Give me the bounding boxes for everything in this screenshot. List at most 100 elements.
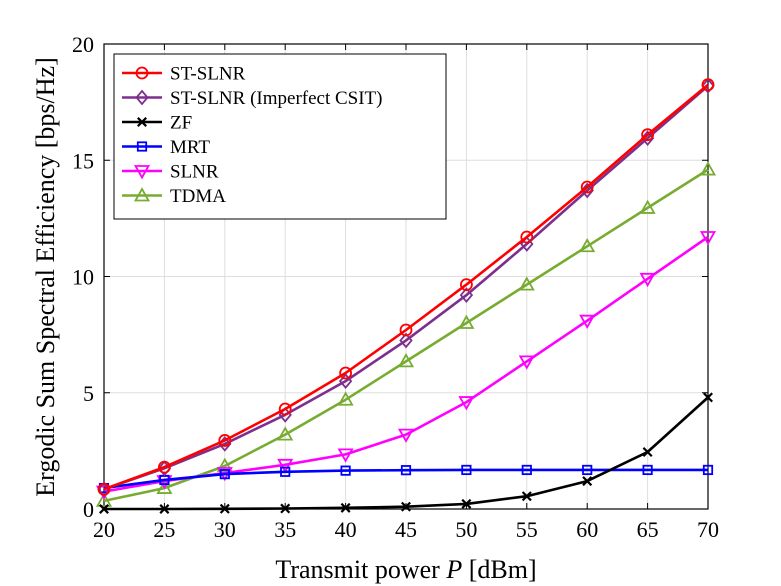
legend-marker <box>137 117 147 127</box>
legend-box <box>113 53 447 220</box>
series-line-tdma <box>103 168 709 503</box>
legend-item-zf: ZF <box>122 113 192 134</box>
data-point-zf <box>461 498 472 509</box>
x-tick-label: 65 <box>637 517 659 542</box>
data-point-st-slnr <box>520 230 534 244</box>
data-point-zf <box>521 491 532 502</box>
data-point-zf <box>99 504 109 514</box>
legend-item-mrt: MRT <box>122 137 210 158</box>
data-point-zf <box>219 503 230 514</box>
data-point-st-slnr <box>218 434 232 447</box>
data-point-tdma <box>579 237 596 253</box>
data-point-mrt <box>521 464 532 476</box>
x-tick-label: 55 <box>516 517 538 542</box>
series-line-mrt <box>103 468 708 490</box>
data-point-st-slnr-imperfect-csit <box>459 287 474 303</box>
data-point-zf <box>159 504 170 514</box>
data-point-mrt <box>702 464 714 476</box>
y-tick-label: 15 <box>72 148 94 173</box>
legend-label: ZF <box>170 113 192 134</box>
data-point-st-slnr-imperfect-csit <box>338 373 353 390</box>
data-point-tdma <box>95 492 113 507</box>
data-point-slnr <box>639 272 656 288</box>
y-tick-label: 0 <box>83 497 94 522</box>
x-tick-label: 60 <box>576 517 598 542</box>
data-point-st-slnr <box>459 278 473 292</box>
data-point-st-slnr-imperfect-csit <box>580 182 594 199</box>
x-tick-label: 50 <box>455 517 477 542</box>
legend-label: SLNR <box>170 162 219 183</box>
legend-label: MRT <box>170 137 210 158</box>
data-point-st-slnr-imperfect-csit <box>399 332 413 349</box>
data-point-st-slnr <box>580 180 594 194</box>
data-point-st-slnr <box>157 460 171 474</box>
data-point-st-slnr <box>97 482 111 496</box>
legend-label: TDMA <box>170 186 226 207</box>
data-point-slnr <box>458 396 475 411</box>
data-point-mrt <box>582 464 593 476</box>
data-point-st-slnr <box>278 402 292 416</box>
data-point-zf <box>401 501 411 512</box>
x-tick-label: 20 <box>93 517 115 542</box>
data-point-st-slnr-imperfect-csit <box>701 77 715 94</box>
data-point-mrt <box>400 465 412 476</box>
series-st-slnr-imperfect-csit <box>97 77 715 498</box>
series-tdma <box>95 161 717 507</box>
y-tick-label: 10 <box>72 265 94 290</box>
legend-item-tdma: TDMA <box>122 186 226 207</box>
legend-item-st-slnr: ST-SLNR <box>122 64 246 85</box>
series-line-st-slnr <box>103 83 709 491</box>
legend: ST-SLNR ST-SLNR (Imperfect CSIT) ZF MRT SLNR… <box>113 53 447 220</box>
data-point-tdma <box>216 457 233 472</box>
axis-ticks: 20 25 30 35 40 45 50 55 60 65 70 0 5 10 15 20 <box>72 32 719 542</box>
series-st-slnr <box>97 78 715 496</box>
legend-label: ST-SLNR <box>170 64 246 85</box>
data-point-st-slnr <box>641 128 654 142</box>
x-tick-label: 25 <box>153 517 175 542</box>
series-line-st-slnr-imperfect-csit <box>103 84 709 491</box>
data-point-zf <box>642 447 653 458</box>
x-tick-label: 45 <box>395 517 417 542</box>
legend-marker <box>133 187 151 202</box>
data-point-st-slnr <box>339 366 353 380</box>
legend-item-st-slnr-imperfect-csit: ST-SLNR (Imperfect CSIT) <box>122 88 383 109</box>
data-point-slnr <box>579 314 596 330</box>
x-axis-label: Transmit power P [dBm] <box>275 555 536 584</box>
data-point-slnr <box>337 448 354 463</box>
data-point-st-slnr-imperfect-csit <box>640 130 655 147</box>
data-point-slnr <box>699 231 717 246</box>
x-tick-label: 35 <box>274 517 296 542</box>
data-point-tdma <box>699 161 717 176</box>
data-point-tdma <box>156 479 173 494</box>
data-point-mrt <box>280 466 291 477</box>
series-zf <box>99 392 713 514</box>
data-point-zf <box>582 476 593 487</box>
data-point-tdma <box>397 353 415 368</box>
data-point-mrt <box>340 465 351 476</box>
data-point-st-slnr <box>701 78 715 92</box>
data-point-tdma <box>518 276 535 291</box>
data-point-tdma <box>458 314 475 329</box>
series-layer <box>95 77 717 514</box>
data-point-tdma <box>337 391 354 406</box>
legend-marker <box>133 165 151 180</box>
data-point-zf <box>280 503 291 514</box>
legend-marker <box>135 89 149 106</box>
x-tick-label: 30 <box>214 517 236 542</box>
data-point-st-slnr <box>399 323 413 337</box>
data-point-slnr <box>277 458 294 474</box>
data-point-tdma <box>277 426 294 441</box>
data-point-mrt <box>219 469 230 480</box>
legend-item-slnr: SLNR <box>122 162 219 183</box>
data-point-tdma <box>639 199 656 214</box>
legend-marker <box>136 141 148 152</box>
legend-label: ST-SLNR (Imperfect CSIT) <box>170 88 383 109</box>
legend-marker <box>135 66 149 80</box>
data-point-mrt <box>461 464 472 476</box>
data-point-slnr <box>397 428 415 443</box>
x-tick-label: 40 <box>335 517 357 542</box>
x-tick-label: 70 <box>697 517 719 542</box>
data-point-slnr <box>518 355 535 370</box>
y-axis-label: Ergodic Sum Spectral Efficiency [bps/Hz] <box>31 57 60 496</box>
